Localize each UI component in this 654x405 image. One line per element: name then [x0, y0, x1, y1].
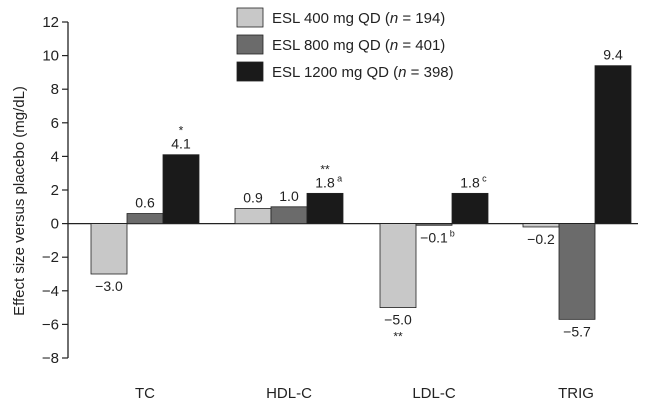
data-label-superscript: a [337, 173, 342, 183]
legend-swatch [236, 7, 264, 28]
data-label: −5.0 [384, 312, 412, 328]
bars [90, 65, 632, 320]
data-label: −0.2 [527, 231, 555, 247]
legend-entry: ESL 1200 mg QD (n = 398) [272, 64, 454, 81]
legend: ESL 400 mg QD (n = 194) ESL 800 mg QD (n … [236, 7, 454, 82]
data-label: 1.0 [279, 188, 299, 204]
data-label: 0.9 [243, 189, 263, 205]
data-label-superscript: b [450, 228, 455, 238]
y-tick-label: −4 [42, 283, 59, 300]
bar-trig-series-3 [594, 65, 632, 224]
category-label-hdl-c: HDL-C [266, 385, 312, 402]
bar-hdl-c-series-2 [270, 206, 308, 225]
y-tick-label: −2 [42, 249, 59, 266]
legend-entry: ESL 400 mg QD (n = 194) [272, 10, 445, 27]
significance-marker: ** [320, 162, 330, 176]
y-tick-label: 6 [51, 115, 59, 132]
bar-tc-series-3 [162, 154, 200, 224]
y-tick-label: 2 [51, 182, 59, 199]
bar-trig-series-2 [558, 223, 596, 320]
y-tick-label: −8 [42, 350, 59, 367]
significance-marker: ** [393, 330, 403, 344]
bar-trig-series-1 [522, 223, 560, 228]
category-labels: TC HDL-C LDL-C TRIG [135, 385, 594, 402]
bar-ldl-c-series-1 [379, 223, 417, 309]
data-label: 1.8 [460, 174, 480, 190]
data-label: 1.8 [315, 174, 335, 190]
data-labels: −3.00.9−5.0**−0.20.6 1.0−0.1 b−5.74.1*1.8 a… [95, 47, 623, 344]
category-label-ldl-c: LDL-C [412, 385, 456, 402]
data-label: 0.6 [135, 195, 155, 211]
y-tick-label: 10 [42, 48, 59, 65]
bar-ldl-c-series-2 [415, 223, 453, 226]
y-tick-label: 0 [51, 216, 59, 233]
legend-swatch [236, 34, 264, 55]
bar-hdl-c-series-1 [234, 208, 272, 224]
significance-marker: * [179, 124, 184, 138]
bar-ldl-c-series-3 [451, 192, 489, 225]
legend-swatch [236, 61, 264, 82]
bar-tc-series-2 [126, 213, 164, 225]
data-label: 4.1 [171, 136, 191, 152]
y-tick-label: 12 [42, 14, 59, 31]
legend-entry: ESL 800 mg QD (n = 401) [272, 37, 445, 54]
bar-tc-series-1 [90, 223, 128, 275]
y-tick-label: 4 [51, 148, 59, 165]
category-label-trig: TRIG [558, 385, 594, 402]
bar-hdl-c-series-3 [306, 192, 344, 225]
data-label: −5.7 [563, 323, 591, 339]
data-label-superscript: c [482, 173, 487, 183]
data-label: −0.1 [420, 229, 448, 245]
data-label: 9.4 [603, 47, 623, 63]
data-label: −3.0 [95, 278, 123, 294]
y-axis-label: Effect size versus placebo (mg/dL) [11, 86, 28, 316]
y-tick-label: −6 [42, 316, 59, 333]
category-label-tc: TC [135, 385, 155, 402]
y-tick-label: 8 [51, 81, 59, 98]
